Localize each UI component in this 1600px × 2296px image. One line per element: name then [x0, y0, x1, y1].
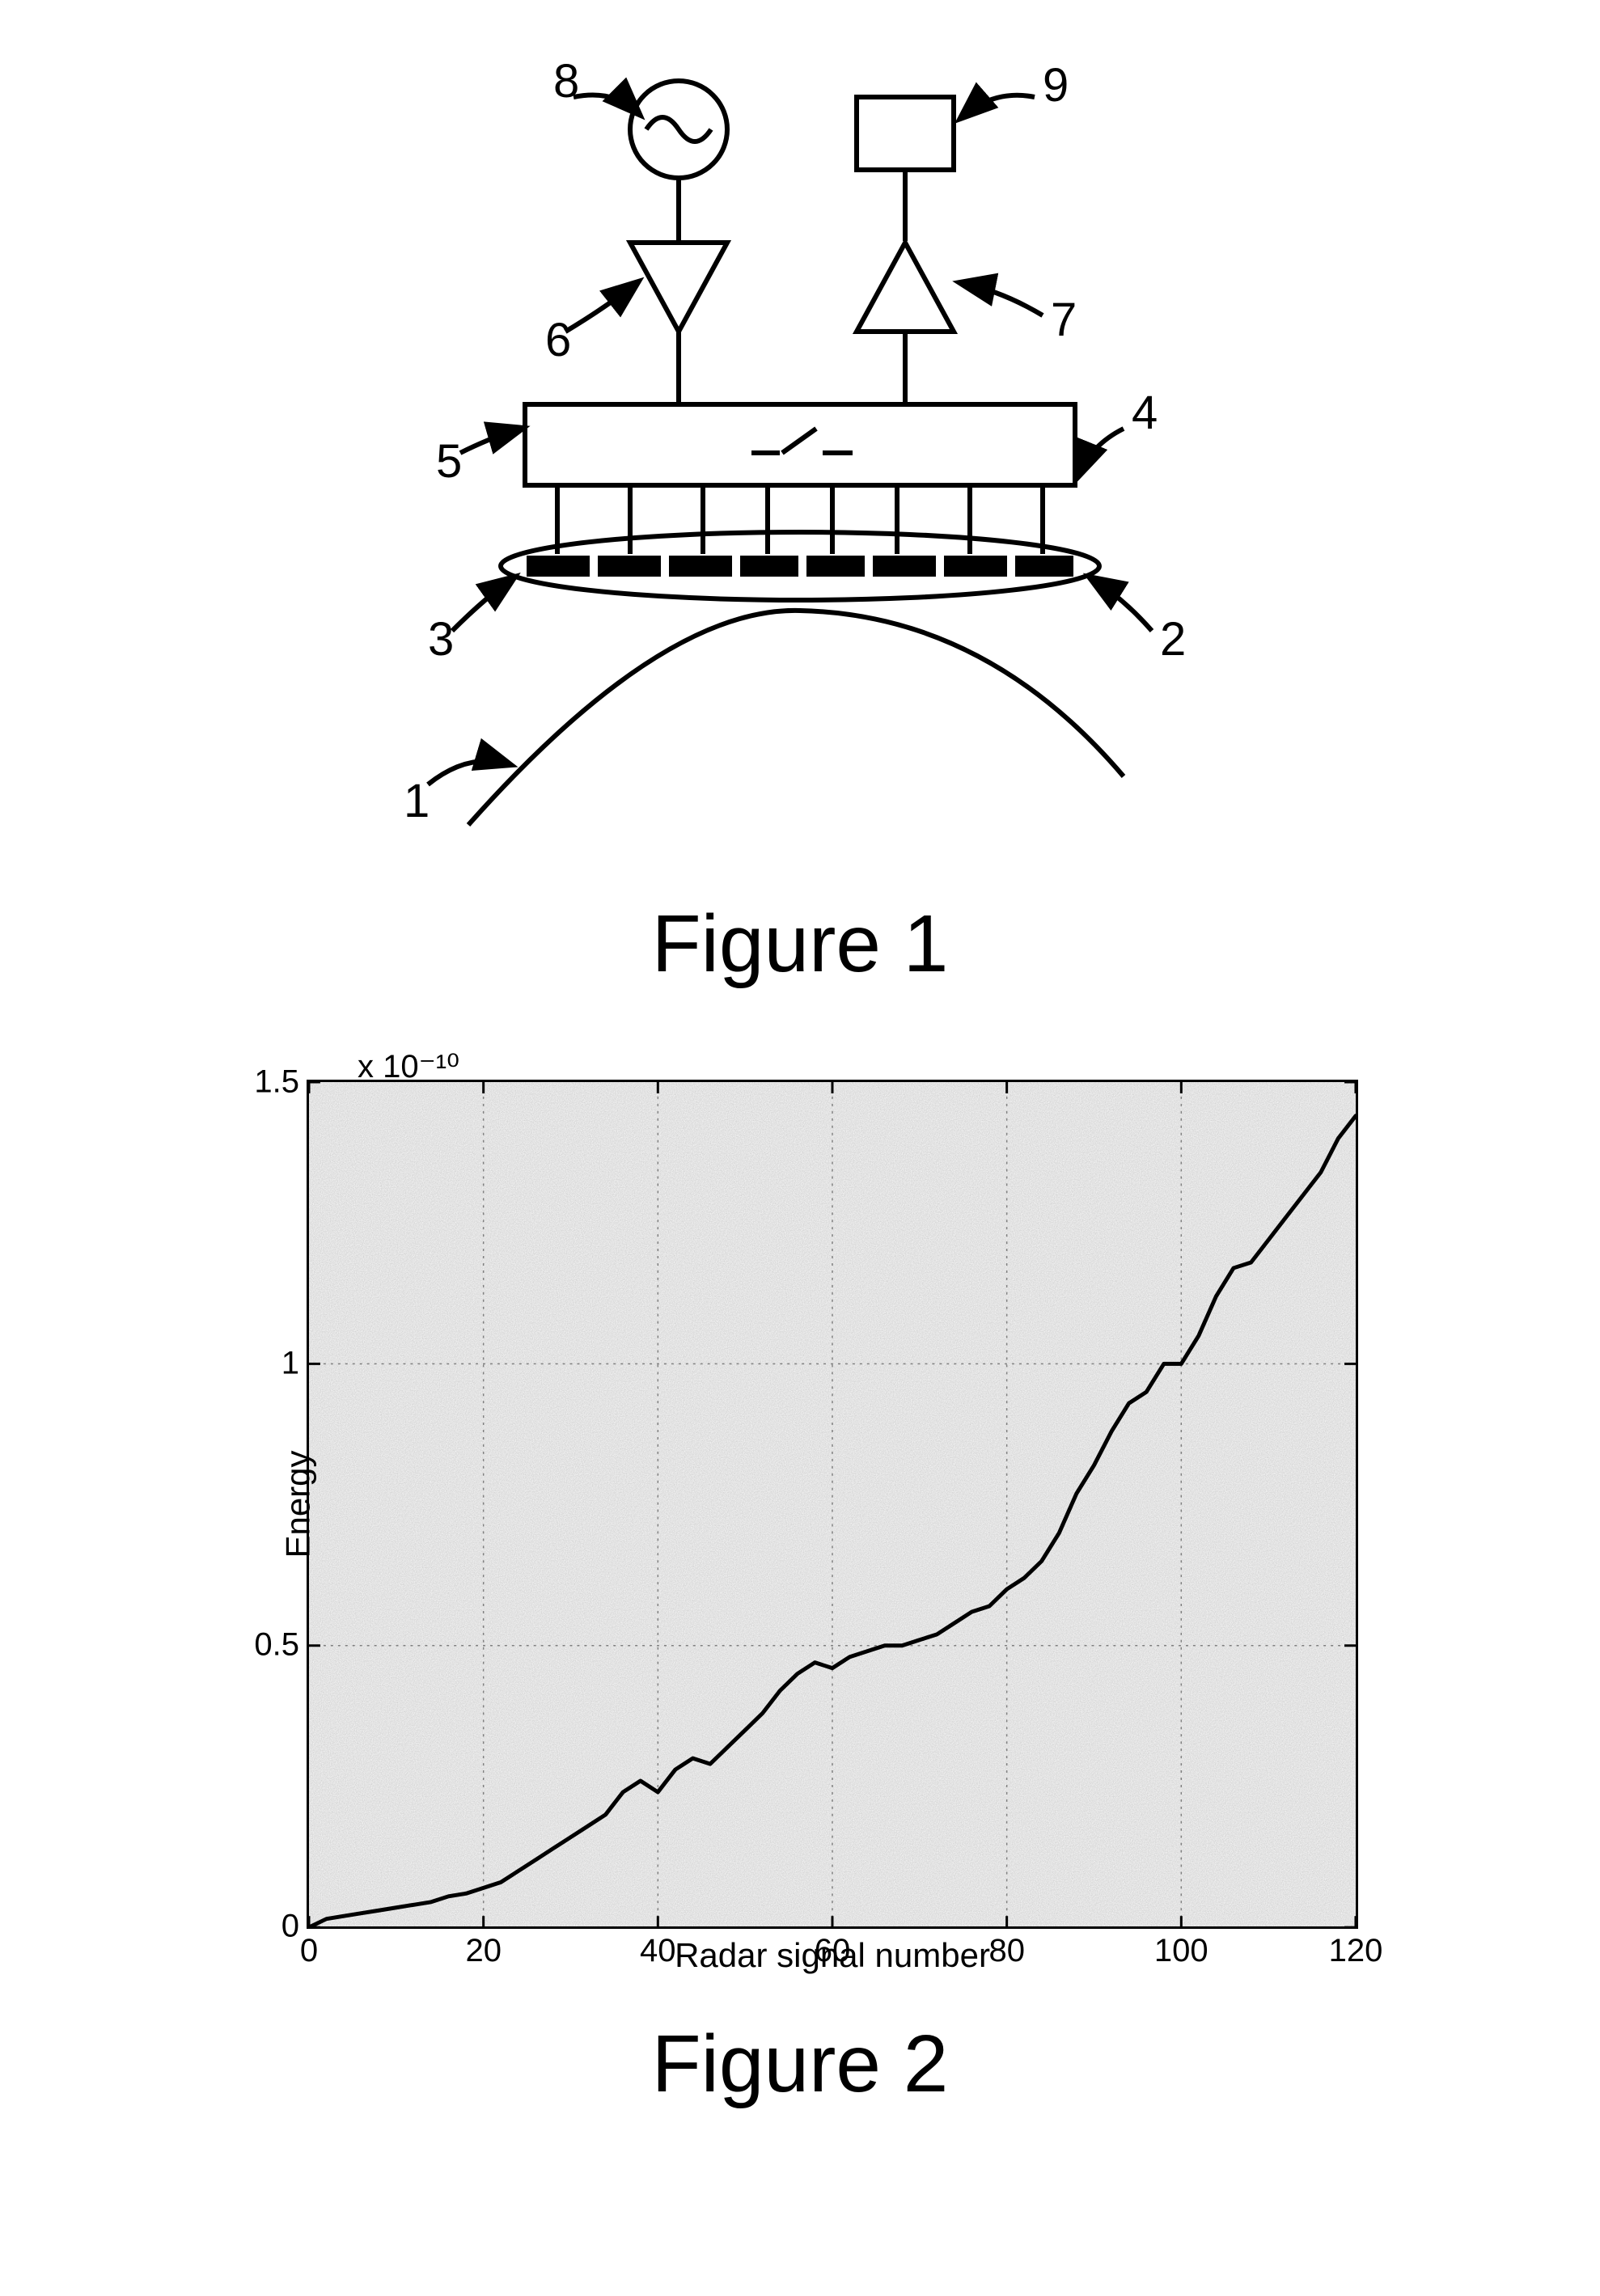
xtick-5: 100 — [1154, 1933, 1208, 1969]
figure-2-container: x 10⁻¹⁰ 0 0.5 1 1.5 0 20 40 60 80 100 12… — [162, 1039, 1438, 2111]
sine-wave-icon — [646, 117, 711, 142]
chart-exp-label: x 10⁻¹⁰ — [358, 1048, 459, 1085]
callout-4-arrow — [1079, 429, 1124, 475]
callout-label-3: 3 — [428, 613, 454, 666]
curved-surface — [468, 611, 1124, 825]
chart-ylabel: Energy — [279, 1450, 318, 1558]
xtick-1: 20 — [465, 1933, 502, 1969]
chart-plot-area: x 10⁻¹⁰ 0 0.5 1 1.5 0 20 40 60 80 100 12… — [307, 1080, 1358, 1929]
callout-label-6: 6 — [545, 314, 571, 366]
callout-5-arrow — [460, 429, 521, 453]
chart-xlabel: Radar signal number — [675, 1936, 990, 1975]
ytick-0: 0 — [281, 1909, 299, 1945]
rect-block — [857, 97, 954, 170]
ytick-3: 1.5 — [254, 1064, 299, 1101]
array-ellipse — [501, 532, 1099, 600]
callout-label-2: 2 — [1160, 613, 1186, 666]
figure-1-container: 8 9 6 7 5 4 3 2 1 Figure 1 — [162, 49, 1438, 991]
up-triangle-amp — [857, 243, 954, 332]
callout-7-arrow — [962, 283, 1043, 315]
callout-3-arrow — [452, 578, 513, 631]
xtick-6: 120 — [1329, 1933, 1383, 1969]
figure-2-caption: Figure 2 — [652, 2018, 949, 2111]
figure-1-caption: Figure 1 — [652, 898, 949, 991]
callout-1-arrow — [428, 761, 509, 784]
xtick-4: 80 — [988, 1933, 1025, 1969]
ytick-2: 1 — [281, 1345, 299, 1381]
chart-svg — [309, 1082, 1356, 1927]
callout-label-4: 4 — [1132, 387, 1158, 439]
transducer-array — [527, 556, 1073, 577]
callout-label-8: 8 — [553, 55, 579, 108]
callout-label-5: 5 — [436, 435, 462, 488]
switch-icon — [782, 429, 816, 453]
ytick-1: 0.5 — [254, 1627, 299, 1664]
callout-6-arrow — [565, 283, 637, 332]
figure-1-diagram: 8 9 6 7 5 4 3 2 1 — [315, 49, 1285, 873]
callout-2-arrow — [1091, 578, 1152, 631]
callout-9-arrow — [962, 95, 1035, 117]
callout-label-1: 1 — [404, 775, 430, 827]
callout-8-arrow — [574, 95, 638, 114]
callout-label-9: 9 — [1043, 59, 1069, 112]
down-triangle-amp — [630, 243, 727, 332]
switch-box — [525, 404, 1075, 485]
xtick-2: 40 — [640, 1933, 676, 1969]
xtick-0: 0 — [300, 1933, 318, 1969]
callout-label-7: 7 — [1051, 294, 1077, 346]
